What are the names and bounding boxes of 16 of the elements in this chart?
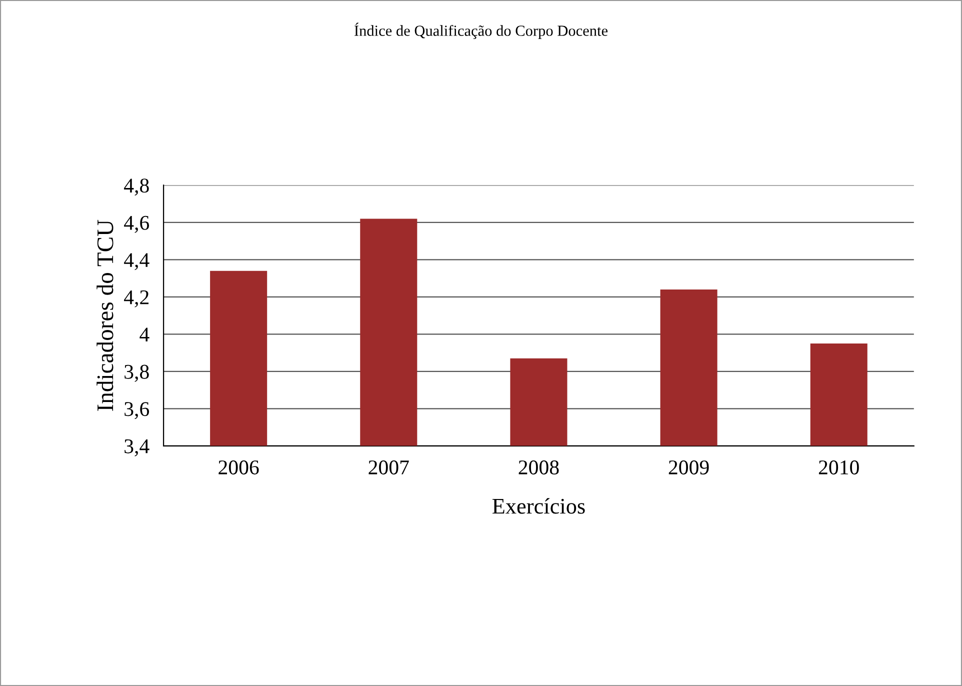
y-axis-title: Indicadores do TCU <box>96 220 114 411</box>
y-tick-label: 4,8 <box>124 178 149 196</box>
x-axis-title: Exercícios <box>492 498 585 514</box>
y-tick-label: 4 <box>140 328 150 342</box>
x-tick-label: 2006 <box>218 460 259 474</box>
x-tick-label: 2009 <box>668 460 709 474</box>
y-tick-label: 3,4 <box>124 439 150 456</box>
y-tick-label: 3,8 <box>124 364 149 382</box>
y-tick-label: 3,6 <box>124 402 150 420</box>
y-tick-label: 4,6 <box>124 216 150 233</box>
chart-title: Índice de Qualificação do Corpo Docente <box>354 22 608 40</box>
x-tick-label: 2010 <box>818 460 859 474</box>
x-tick-label: 2008 <box>518 460 559 474</box>
y-tick-label: 4,4 <box>124 253 150 270</box>
y-tick-label: 4,2 <box>124 290 148 308</box>
x-tick-label: 2007 <box>368 460 409 474</box>
